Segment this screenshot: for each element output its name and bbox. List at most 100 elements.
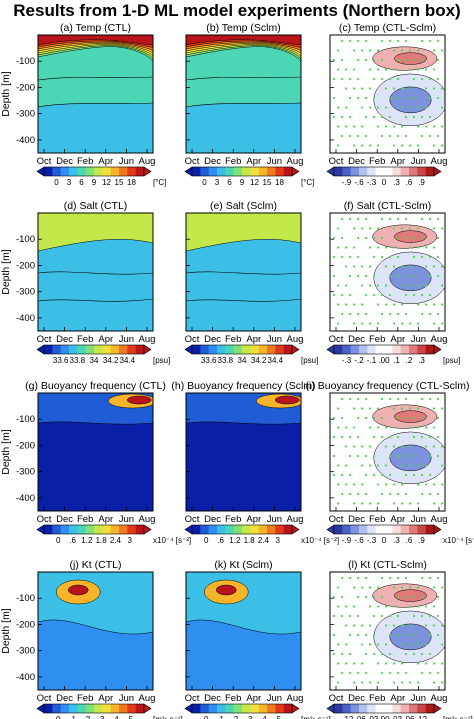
- stipple-dot: [408, 322, 412, 325]
- stipple-dot: [440, 265, 444, 268]
- colorbar-tick-label: -.6: [354, 536, 364, 545]
- colorbar-swatch: [275, 345, 284, 354]
- stipple-dot: [424, 265, 428, 268]
- stipple-dot: [392, 68, 396, 71]
- colorbar-tick-label: 12: [102, 178, 111, 187]
- stipple-dot: [436, 236, 440, 240]
- stipple-dot: [340, 39, 344, 43]
- stipple-dot: [336, 502, 340, 505]
- panel-frame: [185, 34, 302, 154]
- colorbar-tick-label: -.06: [352, 715, 366, 719]
- stipple-dot: [432, 502, 436, 505]
- colorbar-swatch: [225, 167, 234, 176]
- field-contour-band: [186, 102, 301, 153]
- stipple-dot: [348, 435, 352, 439]
- colorbar-tick-label: .00: [378, 356, 390, 365]
- stipple-dot: [420, 652, 424, 656]
- colorbar-swatch: [52, 167, 61, 176]
- colorbar-swatch: [85, 525, 95, 534]
- stipple-dot: [352, 586, 356, 589]
- stipple-dot: [368, 586, 372, 589]
- field-contour-line: [38, 271, 153, 275]
- panel-title: (c) Temp (CTL-Sclm): [339, 22, 436, 34]
- stipple-dot: [368, 322, 372, 325]
- colorbar-extend-low: [36, 344, 45, 355]
- field-contour-band: [38, 35, 153, 46]
- colorbar-swatch: [359, 704, 368, 713]
- stipple-dot: [352, 483, 356, 486]
- x-tick-label: Dec: [348, 514, 365, 525]
- colorbar-extend-low: [326, 166, 335, 177]
- stipple-dot: [380, 312, 384, 316]
- stipple-dot: [360, 144, 364, 147]
- x-tick-label: Aug: [287, 156, 304, 167]
- y-tick-label: -200: [16, 82, 35, 93]
- stipple-dot: [420, 39, 424, 43]
- stipple-dot: [368, 246, 372, 249]
- colorbar-swatch: [192, 345, 201, 354]
- colorbar-swatch: [375, 167, 385, 176]
- colorbar-swatch: [102, 167, 111, 176]
- colorbar: -.9-.6-.3 0 .3 .6 .9 x10⁻⁴ [s⁻²]: [326, 524, 474, 545]
- colorbar-swatch: [384, 525, 393, 534]
- stipple-dot: [428, 274, 432, 278]
- stipple-dot: [392, 125, 396, 128]
- colorbar-tick-label: .2: [84, 715, 91, 719]
- stipple-dot: [412, 454, 416, 458]
- colorbar-swatch: [135, 704, 145, 713]
- stipple-dot: [332, 614, 336, 618]
- stipple-dot: [416, 605, 420, 608]
- panel-title: (j) Kt (CTL): [70, 559, 122, 571]
- stipple-dot: [352, 407, 356, 410]
- colorbar-swatch: [392, 525, 401, 534]
- stipple-dot: [436, 633, 440, 637]
- stipple-dot: [416, 68, 420, 71]
- colorbar-swatch: [69, 704, 78, 713]
- x-tick-label: Oct: [329, 334, 344, 345]
- stipple-dot: [404, 454, 408, 458]
- stipple-dot: [368, 502, 372, 505]
- stipple-dot: [340, 671, 344, 675]
- stipple-dot: [392, 49, 396, 52]
- stipple-dot: [344, 624, 348, 627]
- colorbar-swatch: [267, 704, 276, 713]
- stipple-dot: [432, 445, 436, 448]
- stipple-dot: [384, 284, 388, 287]
- stipple-dot: [364, 595, 368, 599]
- colorbar-swatch: [127, 525, 136, 534]
- stipple-dot: [408, 407, 412, 410]
- stipple-dot: [360, 681, 364, 684]
- stipple-dot: [416, 586, 420, 589]
- stipple-dot: [368, 106, 372, 109]
- stipple-dot: [360, 322, 364, 325]
- stipple-dot: [400, 502, 404, 505]
- stipple-dot: [432, 68, 436, 71]
- stipple-dot: [344, 605, 348, 608]
- colorbar-swatch: [233, 704, 243, 713]
- colorbar-tick-label: .03: [391, 715, 403, 719]
- stipple-dot: [404, 652, 408, 656]
- stipple-dot: [336, 68, 340, 71]
- colorbar-extend-high: [433, 703, 442, 714]
- stipple-dot: [360, 502, 364, 505]
- panel-field: [330, 213, 445, 331]
- x-tick-label: Jun: [267, 334, 282, 345]
- stipple-dot: [356, 576, 360, 580]
- stipple-dot: [408, 464, 412, 467]
- colorbar-unit: [m²• s⁻¹]: [153, 715, 183, 719]
- stipple-dot: [428, 217, 432, 221]
- y-tick-label: -300: [16, 287, 35, 298]
- stipple-dot: [440, 284, 444, 287]
- colorbar-swatch: [102, 345, 111, 354]
- stipple-dot: [384, 246, 388, 249]
- stipple-dot: [396, 576, 400, 580]
- x-tick-label: Oct: [185, 334, 200, 345]
- stipple-dot: [404, 312, 408, 316]
- stipple-dot: [424, 87, 428, 90]
- colorbar-tick-label: 33.8: [70, 356, 86, 365]
- stipple-dot: [332, 77, 336, 81]
- colorbar-tick-label: -.3: [367, 178, 377, 187]
- stipple-dot: [336, 681, 340, 684]
- stipple-dot: [332, 115, 336, 119]
